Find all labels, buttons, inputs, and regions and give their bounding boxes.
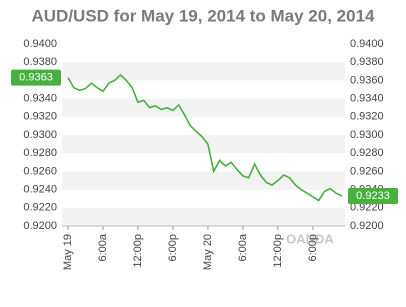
y2-tick-label: 0.9320 xyxy=(350,111,384,123)
x-tick-label: May 19 xyxy=(62,234,74,270)
y2-tick-label: 0.9220 xyxy=(350,202,384,214)
y2-tick-label: 0.9400 xyxy=(350,38,384,50)
value-label-box xyxy=(348,187,398,204)
chart-title: AUD/USD for May 19, 2014 to May 20, 2014 xyxy=(32,6,376,25)
y2-tick-label: 0.9280 xyxy=(350,147,384,159)
y2-tick-label: 0.9380 xyxy=(350,56,384,68)
grid-band xyxy=(62,62,345,81)
y-tick-label: 0.9340 xyxy=(23,93,57,105)
grid-band xyxy=(62,207,345,226)
x-tick-label: 6:00a xyxy=(97,233,109,261)
x-tick-label: 12:00p xyxy=(272,234,284,268)
grid-band xyxy=(62,80,345,99)
grid-band xyxy=(62,116,345,135)
watermark: OANDA xyxy=(286,231,334,246)
grid-band xyxy=(62,189,345,208)
x-tick-label: May 20 xyxy=(202,234,214,270)
plot-bands xyxy=(62,44,345,226)
y-tick-label: 0.9300 xyxy=(23,129,57,141)
y2-tick-label: 0.9360 xyxy=(350,74,384,86)
grid-band xyxy=(62,44,345,63)
y2-tick-label: 0.9260 xyxy=(350,165,384,177)
value-label-box xyxy=(11,69,61,86)
x-tick-label: 6:00a xyxy=(237,233,249,261)
y-tick-label: 0.9240 xyxy=(23,184,57,196)
y-tick-label: 0.9220 xyxy=(23,202,57,214)
value-label: 0.9363 xyxy=(19,72,53,84)
y-tick-label: 0.9380 xyxy=(23,56,57,68)
value-label: 0.9233 xyxy=(356,190,390,202)
price-line xyxy=(67,73,343,202)
y-tick-label: 0.9320 xyxy=(23,111,57,123)
x-tick-label: 12:00p xyxy=(132,234,144,268)
grid-band xyxy=(62,98,345,117)
y2-tick-label: 0.9340 xyxy=(350,93,384,105)
y-tick-label: 0.9400 xyxy=(23,38,57,50)
grid-band xyxy=(62,171,345,190)
grid-band xyxy=(62,153,345,172)
y-tick-label: 0.9280 xyxy=(23,147,57,159)
x-tick-label: 6:00p xyxy=(307,234,319,262)
x-tick-label: 6:00p xyxy=(167,234,179,262)
y2-tick-label: 0.9200 xyxy=(350,220,384,232)
y2-tick-label: 0.9300 xyxy=(350,129,384,141)
y-tick-label: 0.9200 xyxy=(23,220,57,232)
y-tick-label: 0.9260 xyxy=(23,165,57,177)
grid-band xyxy=(62,135,345,154)
